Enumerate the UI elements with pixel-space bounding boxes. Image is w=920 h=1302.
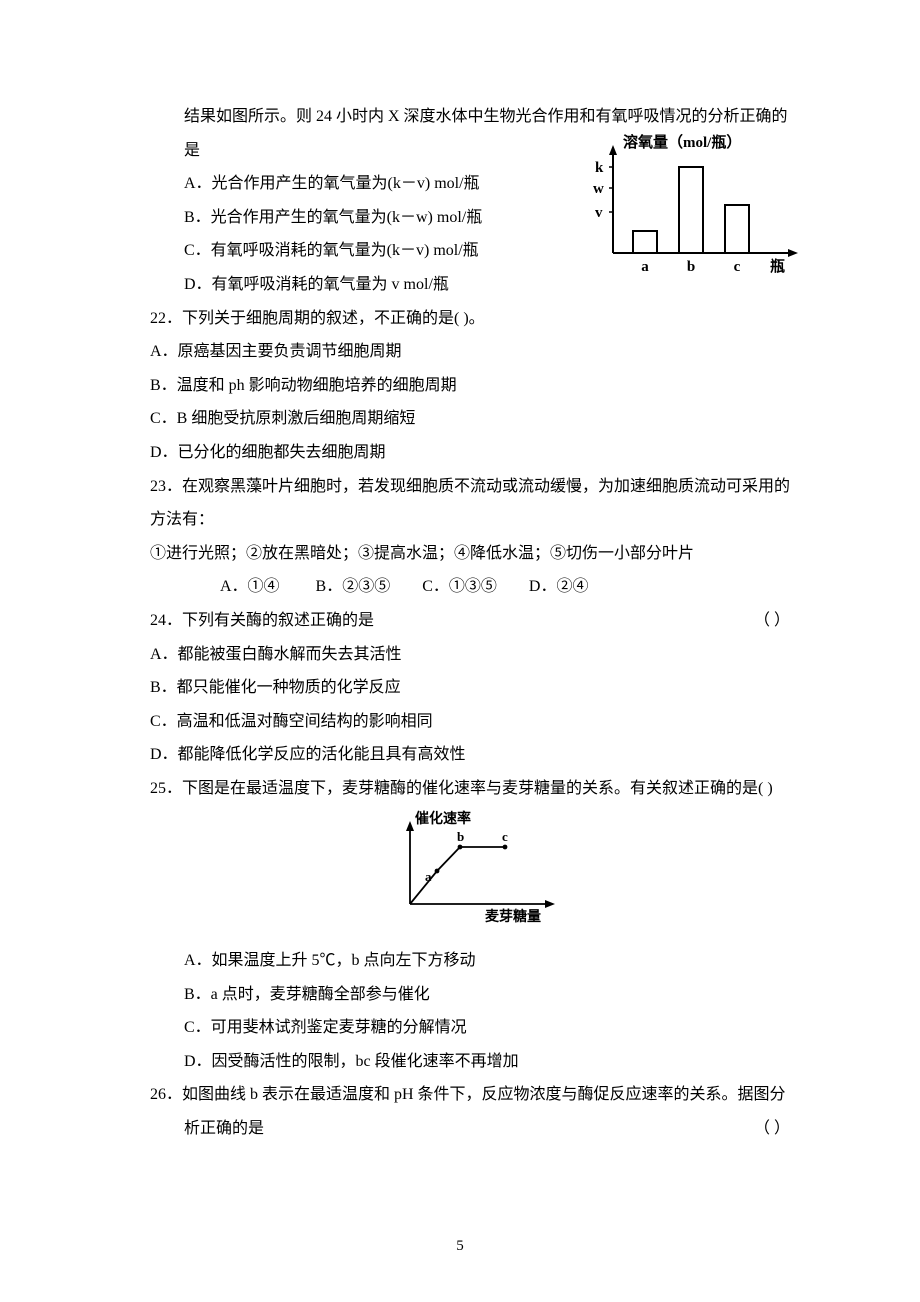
q23-sub: ①进行光照；②放在黑暗处；③提高水温；④降低水温；⑤切伤一小部分叶片	[150, 537, 790, 571]
chart2-label-c: c	[502, 829, 508, 844]
page-number: 5	[0, 1231, 920, 1263]
q22-option-d: D．已分化的细胞都失去细胞周期	[150, 436, 790, 470]
chart1-xtick-a: a	[641, 259, 649, 275]
q25-option-c: C．可用斐林试剂鉴定麦芽糖的分解情况	[150, 1011, 790, 1045]
chart2-svg: 催化速率 a b c 麦芽糖量	[375, 809, 565, 927]
q25-option-b: B．a 点时，麦芽糖酶全部参与催化	[150, 978, 790, 1012]
q26-stem2: 析正确的是	[184, 1120, 264, 1137]
q24-option-c: C．高温和低温对酶空间结构的影响相同	[150, 705, 790, 739]
chart2-point-a	[435, 869, 440, 874]
q23-stem2: 方法有：	[150, 503, 790, 537]
q22-option-a: A．原癌基因主要负责调节细胞周期	[150, 335, 790, 369]
q23-options: A．①④ B．②③⑤ C．①③⑤ D．②④	[150, 570, 790, 604]
chart2-label-a: a	[425, 869, 432, 884]
chart1-title: 溶氧量（mol/瓶）	[623, 133, 741, 151]
chart2-point-b	[458, 845, 463, 850]
q26-line2: 析正确的是 （ ）	[150, 1112, 790, 1146]
dissolved-oxygen-bar-chart: 溶氧量（mol/瓶） k w v	[565, 133, 810, 296]
chart1-xtick-b: b	[687, 259, 695, 275]
chart1-bar-a	[633, 231, 657, 253]
q25-option-a: A．如果温度上升 5℃，b 点向左下方移动	[150, 944, 790, 978]
q24-paren: （ ）	[754, 604, 790, 638]
chart1-bar-c	[725, 205, 749, 253]
chart1-ytick-w: w	[593, 181, 604, 197]
q24-stem: 24．下列有关酶的叙述正确的是	[150, 612, 374, 629]
chart1-svg: 溶氧量（mol/瓶） k w v	[565, 133, 810, 283]
chart2-x-arrow	[545, 900, 555, 908]
chart1-xtick-c: c	[734, 259, 741, 275]
q25-stem: 25．下图是在最适温度下，麦芽糖酶的催化速率与麦芽糖量的关系。有关叙述正确的是(…	[150, 772, 790, 806]
enzyme-rate-chart: 催化速率 a b c 麦芽糖量	[150, 809, 790, 940]
chart2-ylabel: 催化速率	[415, 810, 471, 827]
q21-block: 结果如图所示。则 24 小时内 X 深度水体中生物光合作用和有氧呼吸情况的分析正…	[150, 100, 790, 302]
q25-option-d: D．因受酶活性的限制，bc 段催化速率不再增加	[150, 1045, 790, 1079]
q23-stem: 23．在观察黑藻叶片细胞时，若发现细胞质不流动或流动缓慢，为加速细胞质流动可采用…	[150, 470, 790, 504]
q24-line: 24．下列有关酶的叙述正确的是 （ ）	[150, 604, 790, 638]
document-page: 结果如图所示。则 24 小时内 X 深度水体中生物光合作用和有氧呼吸情况的分析正…	[0, 0, 920, 1302]
chart1-bar-b	[679, 167, 703, 253]
q22-option-b: B．温度和 ph 影响动物细胞培养的细胞周期	[150, 369, 790, 403]
chart2-xlabel: 麦芽糖量	[485, 908, 541, 925]
q26-stem: 26．如图曲线 b 表示在最适温度和 pH 条件下，反应物浓度与酶促反应速率的关…	[150, 1078, 790, 1112]
q24-option-a: A．都能被蛋白酶水解而失去其活性	[150, 638, 790, 672]
q26-paren: （ ）	[754, 1112, 790, 1146]
q22-option-c: C．B 细胞受抗原刺激后细胞周期缩短	[150, 402, 790, 436]
q24-option-b: B．都只能催化一种物质的化学反应	[150, 671, 790, 705]
q21-stem-line1: 结果如图所示。则 24 小时内 X 深度水体中生物光合作用和有氧呼吸情况的分析正…	[150, 100, 790, 134]
chart1-xlabel-end: 瓶	[770, 257, 785, 275]
q24-option-d: D．都能降低化学反应的活化能且具有高效性	[150, 738, 790, 772]
chart1-ytick-v: v	[595, 205, 603, 221]
chart2-point-c	[503, 845, 508, 850]
chart1-ytick-k: k	[595, 160, 604, 176]
q22-stem: 22．下列关于细胞周期的叙述，不正确的是( )。	[150, 302, 790, 336]
chart2-y-arrow	[406, 821, 414, 831]
chart2-label-b: b	[457, 829, 464, 844]
chart1-y-arrow	[609, 145, 617, 155]
